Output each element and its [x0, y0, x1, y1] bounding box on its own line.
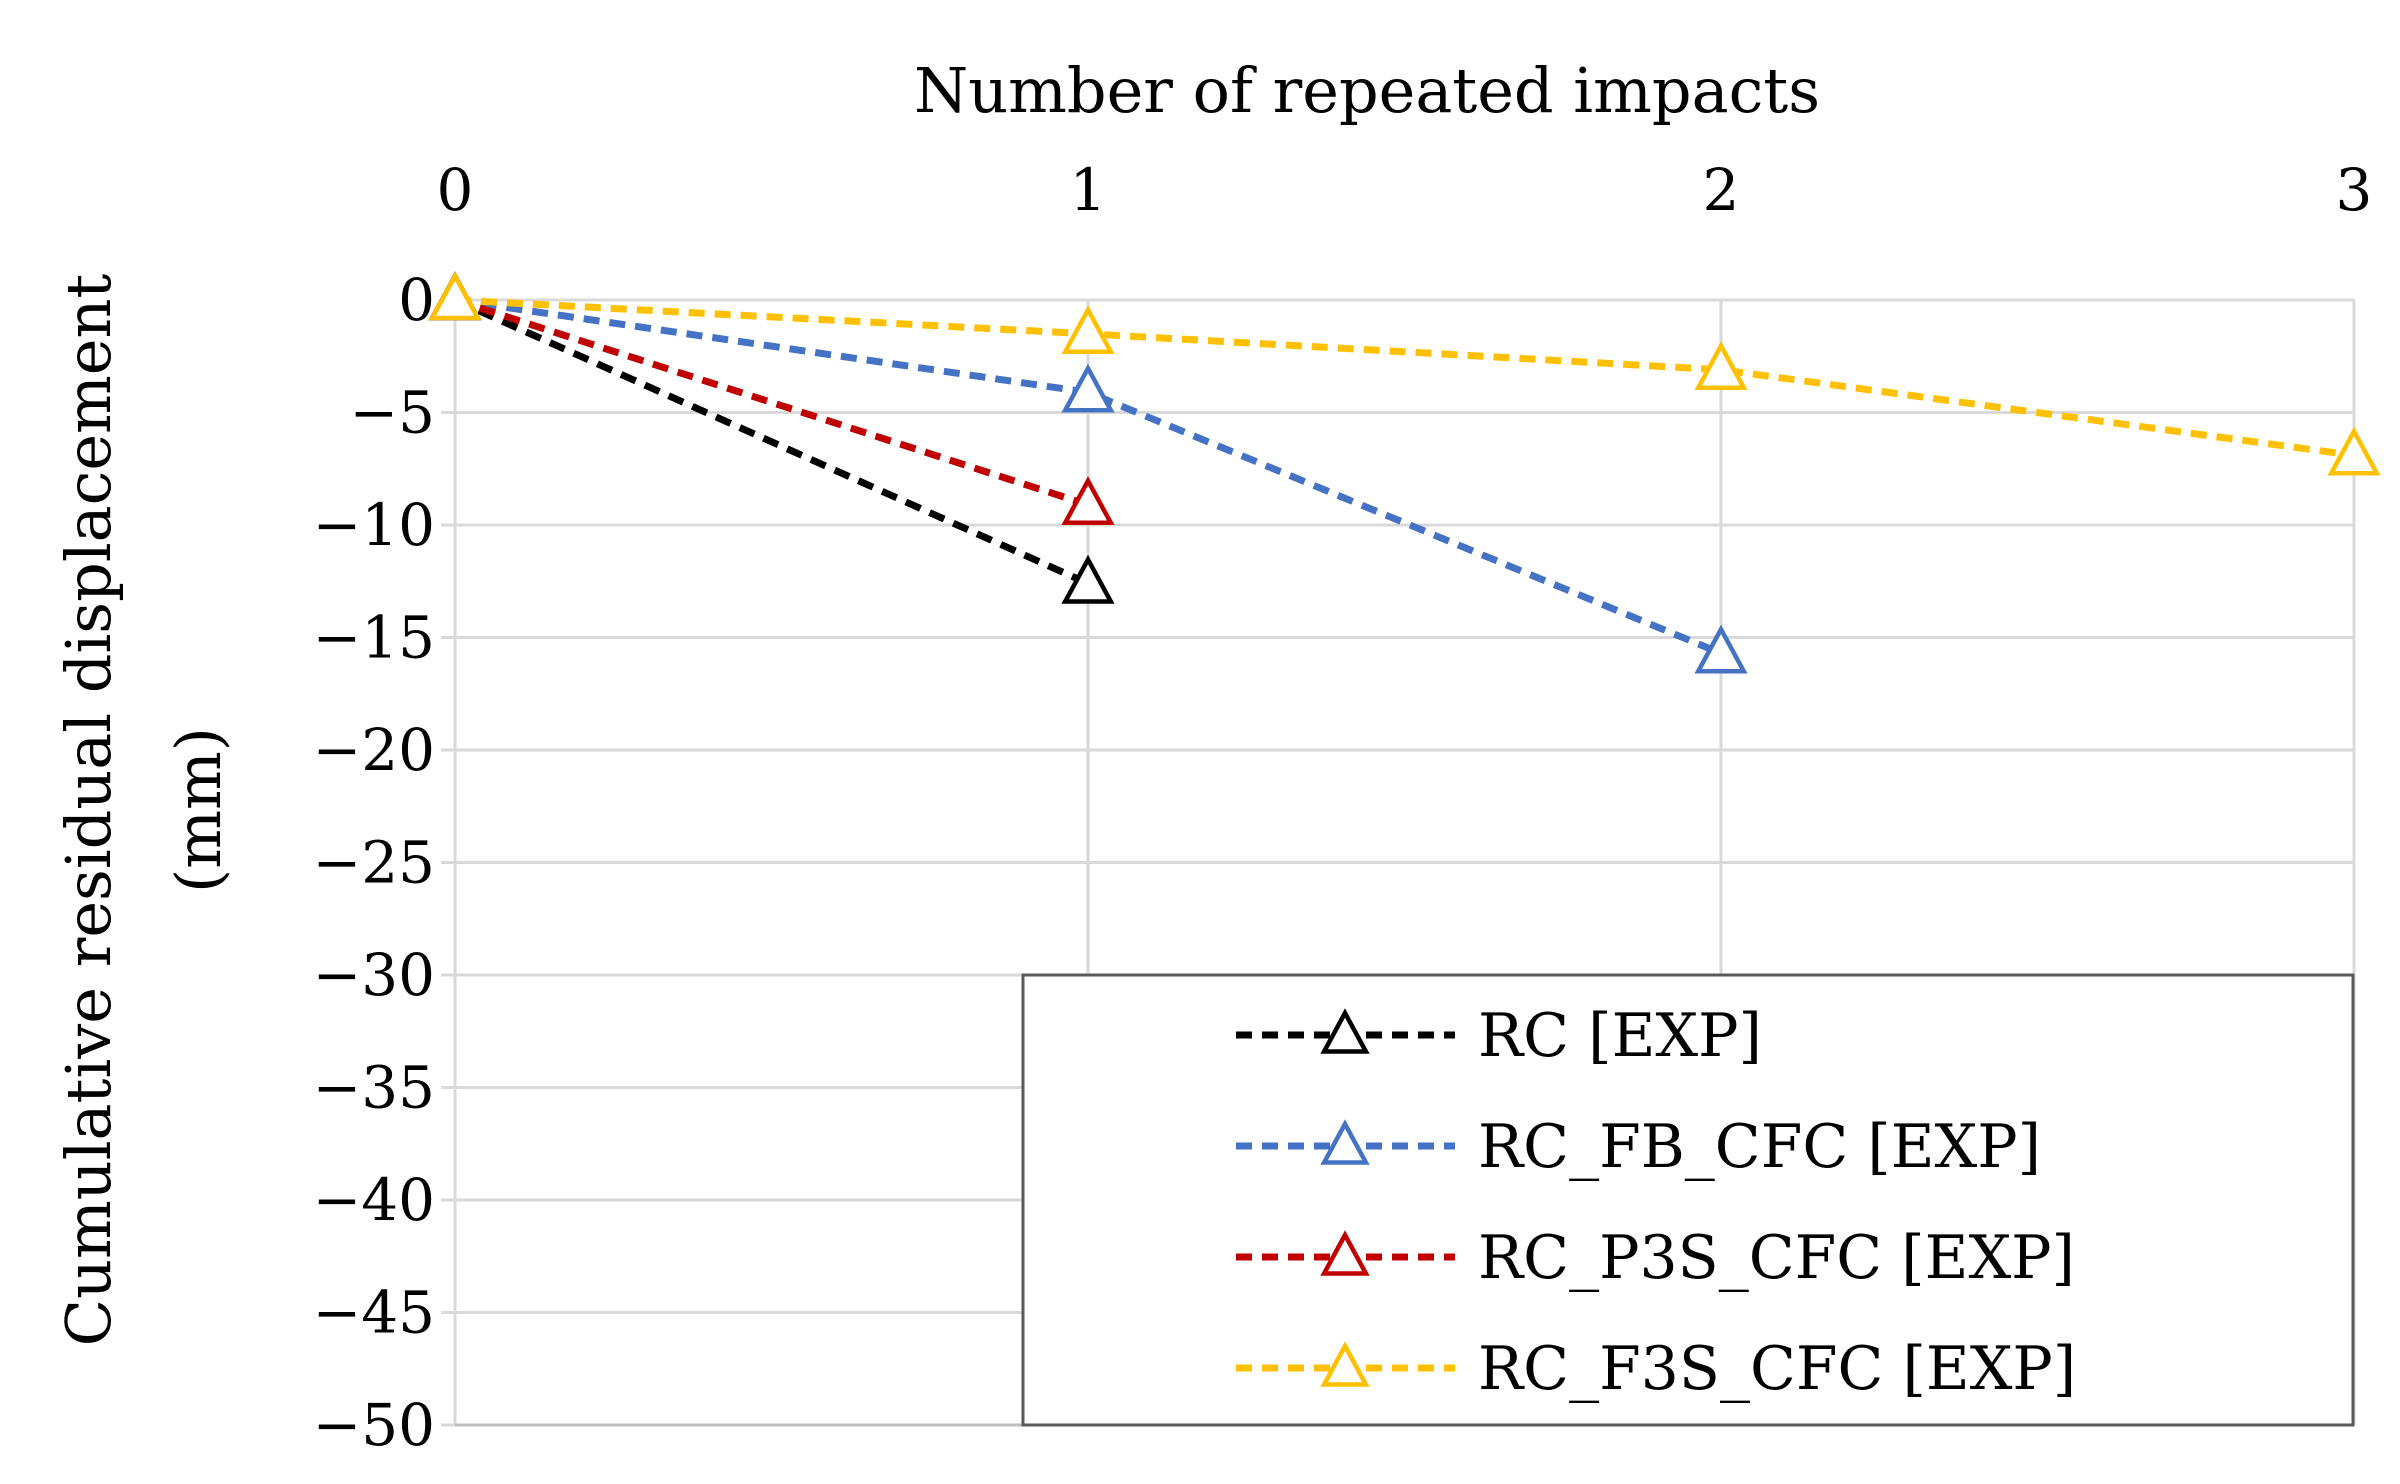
y-tick-label: −50 [313, 1391, 435, 1459]
y-tick-label: −5 [350, 379, 436, 447]
legend-label: RC_P3S_CFC [EXP] [1478, 1223, 2075, 1293]
y-tick-label: −40 [313, 1166, 435, 1234]
data-point [2327, 426, 2381, 476]
x-tick-label: 1 [1070, 156, 1107, 224]
legend-label: RC_F3S_CFC [EXP] [1478, 1334, 2076, 1404]
y-axis-title: Cumulative residual displacement [52, 274, 125, 1347]
y-tick-label: −45 [313, 1279, 435, 1347]
data-point [1061, 363, 1115, 413]
y-tick-label: −10 [313, 491, 435, 559]
legend-box [1021, 973, 2355, 1427]
y-tick-label: −15 [313, 604, 435, 672]
legend-marker [1320, 1230, 1370, 1276]
data-point [1061, 476, 1115, 526]
y-axis-unit: (mm) [162, 727, 235, 893]
legend-marker [1320, 1008, 1370, 1054]
legend-label: RC_FB_CFC [EXP] [1478, 1112, 2041, 1182]
data-point [1061, 554, 1115, 604]
data-point [1061, 305, 1115, 355]
legend: RC [EXP] RC_FB_CFC [EXP] RC_P3S_CFC [EXP] R… [1021, 973, 2355, 1427]
series-line [453, 296, 1090, 587]
y-tick-label: −25 [313, 829, 435, 897]
series-layer [428, 271, 2381, 674]
x-tick-label: 2 [1703, 156, 1740, 224]
x-tick-label: 3 [2336, 156, 2373, 224]
y-tick-label: −20 [313, 716, 435, 784]
y-tick-label: −35 [313, 1054, 435, 1122]
y-tick-label: −30 [313, 941, 435, 1009]
data-point [1694, 341, 1748, 391]
x-tick-label: 0 [437, 156, 474, 224]
series-line [453, 296, 1090, 509]
legend-marker [1320, 1341, 1370, 1387]
legend-marker [1320, 1119, 1370, 1165]
tick-labels: 0 −5 −10 −15 −20 −25 −30 −35 −40 −45 −50 0 1 2 3 [313, 156, 2373, 1459]
legend-item: RC_P3S_CFC [EXP] [1236, 1223, 2075, 1293]
legend-item: RC_FB_CFC [EXP] [1236, 1112, 2041, 1182]
series-1 [428, 271, 1748, 674]
x-axis-title: Number of repeated impacts [914, 54, 1820, 127]
series-line [454, 296, 2355, 459]
legend-item: RC_F3S_CFC [EXP] [1236, 1334, 2076, 1404]
series-3 [428, 271, 2381, 476]
y-tick-label: 0 [398, 266, 435, 334]
legend-item: RC [EXP] [1236, 1001, 1762, 1071]
legend-label: RC [EXP] [1478, 1001, 1762, 1071]
data-point [428, 271, 482, 321]
data-point [1694, 624, 1748, 674]
